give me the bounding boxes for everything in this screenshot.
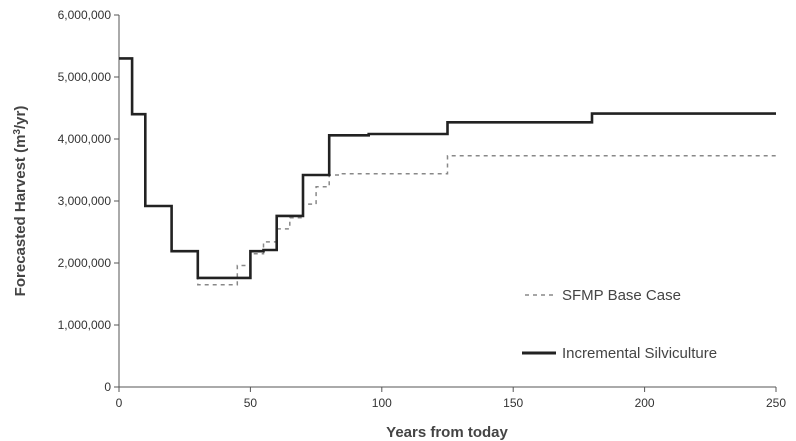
x-axis-ticks: 0 50 100 150 200 250 [116,387,786,410]
y-tick-label: 1,000,000 [58,318,112,332]
y-tick-label: 0 [104,380,111,394]
plot-background [119,15,776,387]
y-tick-label: 2,000,000 [58,256,112,270]
y-axis-title-end: /yr) [12,106,29,129]
legend-label-incremental: Incremental Silviculture [562,345,717,362]
y-tick-label: 3,000,000 [58,194,112,208]
y-axis-ticks: 0 1,000,000 2,000,000 3,000,000 4,000,000 5,0… [58,8,119,394]
x-tick-label: 0 [116,396,123,410]
y-tick-label: 4,000,000 [58,132,112,146]
y-axis-title: Forecasted Harvest (m3/yr) [12,106,30,297]
x-axis-title: Years from today [386,424,508,441]
legend-label-sfmp: SFMP Base Case [562,287,681,304]
x-tick-label: 150 [503,396,523,410]
y-axis-title-main: Forecasted Harvest (m [12,135,29,297]
y-tick-label: 6,000,000 [58,8,112,22]
x-tick-label: 250 [766,396,786,410]
x-tick-label: 200 [635,396,655,410]
x-tick-label: 100 [372,396,392,410]
plot-area [118,15,776,388]
series-layer [119,57,776,286]
legend: SFMP Base Case Incremental Silviculture [522,287,717,362]
x-tick-label: 50 [244,396,258,410]
y-tick-label: 5,000,000 [58,70,112,84]
series-incremental-silviculture [119,57,776,280]
y-axis-title-sup: 3 [12,129,23,135]
